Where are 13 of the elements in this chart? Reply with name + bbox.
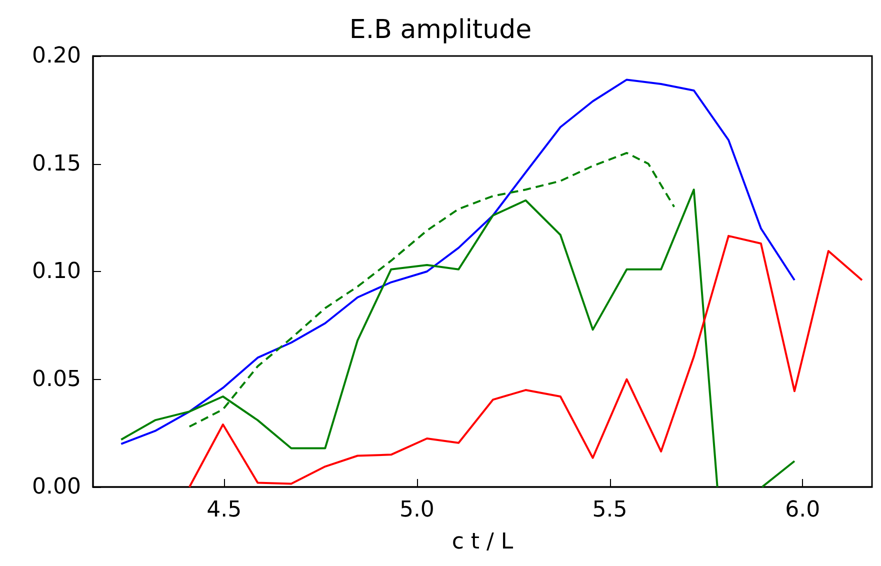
y-tick-label: 0.05 — [32, 366, 81, 392]
y-tick-label: 0.15 — [32, 151, 81, 176]
y-tick-label: 0.20 — [32, 44, 81, 68]
y-tick-label: 0.00 — [32, 474, 81, 500]
x-tick-label: 5.5 — [592, 498, 628, 522]
x-axis-title: c t / L — [452, 530, 514, 554]
line-series — [120, 78, 796, 445]
x-tick-label: 6.0 — [785, 498, 820, 522]
y-tick-label: 0.10 — [32, 259, 81, 284]
x-tick-label: 5.0 — [399, 498, 434, 522]
chart-title: E.B amplitude — [349, 15, 532, 45]
x-tick-label: 4.5 — [206, 498, 242, 522]
line-series — [188, 234, 863, 488]
